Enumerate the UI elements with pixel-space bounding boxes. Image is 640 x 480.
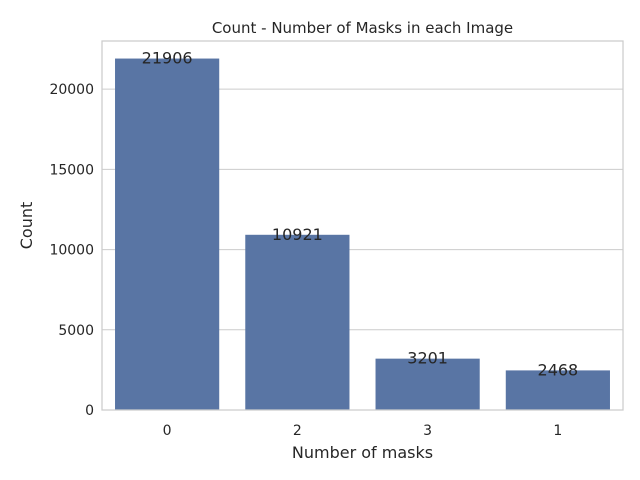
y-tick-label: 10000 — [49, 243, 94, 259]
bars — [115, 58, 610, 410]
data-labels: 21906 10921 3201 2468 — [142, 49, 579, 380]
y-tick-label: 15000 — [49, 162, 94, 178]
x-tick-labels: 0 2 3 1 — [163, 423, 563, 439]
y-tick-label: 0 — [85, 403, 94, 419]
x-tick-label: 0 — [163, 423, 172, 439]
bar — [375, 358, 480, 410]
y-tick-label: 5000 — [58, 323, 94, 339]
data-label: 21906 — [142, 49, 193, 68]
x-axis-label: Number of masks — [292, 443, 433, 462]
x-tick-label: 1 — [553, 423, 562, 439]
data-label: 2468 — [538, 360, 579, 379]
y-tick-label: 20000 — [49, 82, 94, 98]
bar — [505, 370, 610, 410]
bar — [245, 234, 350, 410]
y-tick-labels: 0 5000 10000 15000 20000 — [49, 82, 94, 419]
y-axis-label: Count — [17, 202, 36, 250]
chart-title: Count - Number of Masks in each Image — [212, 19, 513, 37]
data-label: 3201 — [407, 349, 448, 368]
data-label: 10921 — [272, 225, 323, 244]
x-tick-label: 2 — [293, 423, 302, 439]
plot-frame — [101, 40, 624, 411]
x-tick-label: 3 — [423, 423, 432, 439]
bar — [115, 58, 220, 410]
